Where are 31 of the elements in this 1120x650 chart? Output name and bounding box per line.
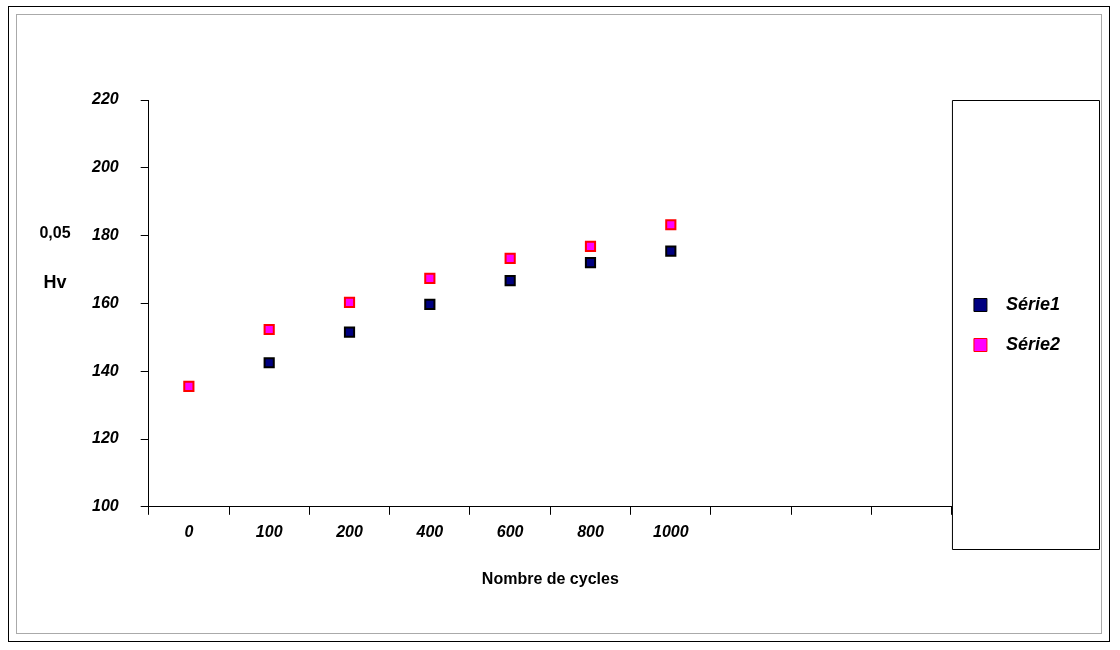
x-tick-label: 600 — [496, 522, 524, 540]
x-tick-label: 0 — [184, 522, 194, 540]
y-tick-label: 180 — [91, 226, 119, 244]
x-axis-title: Nombre de cycles — [481, 570, 619, 588]
x-tick-label: 100 — [255, 522, 283, 540]
y-tick-label: 100 — [91, 497, 119, 515]
point — [263, 323, 275, 336]
point — [424, 272, 436, 284]
legend-label: Série2 — [995, 333, 1091, 354]
point — [665, 245, 677, 257]
point — [584, 240, 597, 253]
y-tick-label: 140 — [91, 361, 119, 379]
point — [504, 252, 516, 264]
point — [424, 298, 436, 311]
x-tick-label: 800 — [577, 522, 604, 540]
point — [504, 275, 516, 287]
x-tick-label: 1000 — [653, 522, 689, 540]
x-tick-label: 200 — [335, 522, 363, 540]
point — [343, 296, 356, 308]
point — [263, 357, 275, 369]
point — [584, 257, 597, 269]
point — [343, 326, 356, 338]
y-tick-label: 120 — [91, 429, 119, 447]
legend-label: Série1 — [995, 293, 1091, 314]
y-tick-label: 220 — [90, 90, 119, 108]
y-tick-label: 160 — [91, 293, 119, 311]
point — [183, 380, 195, 393]
point — [665, 219, 677, 231]
x-tick-label: 400 — [415, 522, 444, 540]
text: Hv0,05 — [39, 223, 71, 293]
y-tick-label: 200 — [90, 158, 119, 176]
